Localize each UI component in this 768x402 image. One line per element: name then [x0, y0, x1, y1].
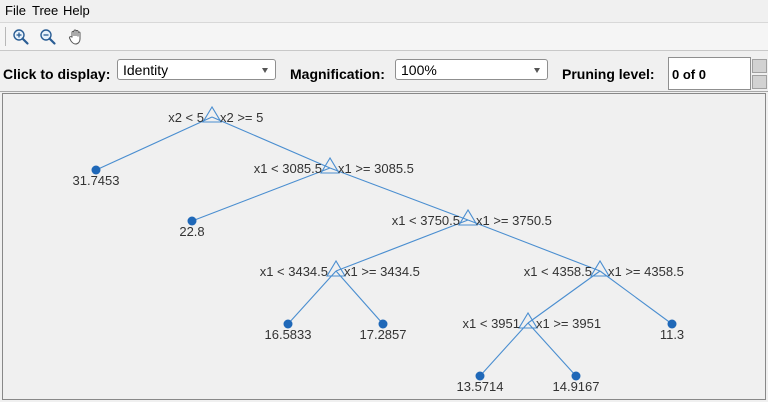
pan-tool[interactable]: [65, 26, 87, 48]
zoom-out-icon: [40, 29, 56, 45]
split-node[interactable]: [518, 311, 538, 329]
tree-edge: [329, 167, 469, 221]
menu-file[interactable]: File: [5, 3, 26, 18]
tree-edge: [599, 270, 673, 325]
split-node[interactable]: [202, 105, 222, 123]
pruning-level-value: 0 of 0: [672, 67, 706, 82]
split-rule-left: x2 < 5: [168, 110, 204, 125]
magnification-dropdown[interactable]: 100%: [395, 59, 548, 80]
leaf-value: 11.3: [660, 327, 684, 342]
display-dropdown-value: Identity: [123, 62, 169, 78]
split-rule-left: x1 < 4358.5: [524, 264, 592, 279]
leaf-value: 14.9167: [553, 379, 600, 394]
menu-help[interactable]: Help: [63, 3, 90, 18]
split-rule-left: x1 < 3085.5: [254, 161, 322, 176]
tree-edge: [527, 322, 577, 377]
display-label: Click to display:: [3, 66, 111, 82]
tree-edge: [527, 270, 601, 324]
leaf-node[interactable]: [378, 319, 388, 329]
tree-edge: [95, 116, 213, 171]
zoom-in-icon: [13, 29, 29, 45]
leaf-node[interactable]: [91, 165, 101, 175]
leaf-value: 17.2857: [360, 327, 407, 342]
pruning-label: Pruning level:: [562, 66, 655, 82]
toolbar-separator: [5, 27, 6, 46]
menu-tree[interactable]: Tree: [32, 3, 59, 18]
split-node[interactable]: [326, 259, 346, 277]
leaf-node[interactable]: [187, 216, 197, 226]
magnification-label: Magnification:: [290, 66, 385, 82]
leaf-value: 22.8: [179, 224, 204, 239]
pruning-level-field[interactable]: 0 of 0: [668, 57, 751, 90]
tree-edge: [191, 167, 331, 222]
zoom-in-tool[interactable]: [10, 26, 32, 48]
menu-bar: File Tree Help: [0, 0, 768, 23]
split-rule-left: x1 < 3434.5: [260, 264, 328, 279]
pruning-spinner: [752, 57, 768, 90]
split-rule-right: x1 >= 3951: [536, 316, 601, 331]
split-rule-right: x1 >= 3085.5: [338, 161, 414, 176]
tree-edge: [335, 270, 384, 325]
tree-edge: [211, 116, 331, 169]
display-dropdown[interactable]: Identity: [117, 59, 276, 80]
split-rule-right: x1 >= 3750.5: [476, 213, 552, 228]
pruning-up-button[interactable]: [752, 59, 767, 73]
split-rule-left: x1 < 3951: [463, 316, 520, 331]
split-rule-left: x1 < 3750.5: [392, 213, 460, 228]
control-bar: Click to display: Identity Magnification…: [0, 51, 768, 92]
toolbar: [0, 23, 768, 51]
pruning-down-button[interactable]: [752, 75, 767, 89]
tree-edge: [467, 219, 601, 272]
tree-edge: [335, 219, 469, 272]
tree-edge: [287, 270, 337, 325]
leaf-node[interactable]: [667, 319, 677, 329]
split-node[interactable]: [458, 208, 478, 226]
split-rule-right: x1 >= 4358.5: [608, 264, 684, 279]
leaf-value: 31.7453: [73, 173, 120, 188]
leaf-node[interactable]: [283, 319, 293, 329]
tree-edge: [479, 322, 529, 377]
leaf-value: 13.5714: [457, 379, 504, 394]
split-rule-right: x2 >= 5: [220, 110, 263, 125]
leaf-node[interactable]: [475, 371, 485, 381]
chevron-down-icon: [534, 68, 540, 73]
chevron-down-icon: [262, 68, 268, 73]
split-node[interactable]: [320, 156, 340, 174]
magnification-dropdown-value: 100%: [401, 62, 437, 78]
decision-tree: x2 < 5 x2 >= 5 31.7453 x1 < 3085.5 x1 >= 308…: [73, 105, 684, 394]
split-rule-right: x1 >= 3434.5: [344, 264, 420, 279]
split-node[interactable]: [590, 259, 610, 277]
tree-canvas: x2 < 5 x2 >= 5 31.7453 x1 < 3085.5 x1 >= 308…: [2, 93, 766, 400]
hand-pan-icon: [68, 29, 81, 45]
zoom-out-tool[interactable]: [37, 26, 59, 48]
leaf-value: 16.5833: [265, 327, 312, 342]
leaf-node[interactable]: [571, 371, 581, 381]
